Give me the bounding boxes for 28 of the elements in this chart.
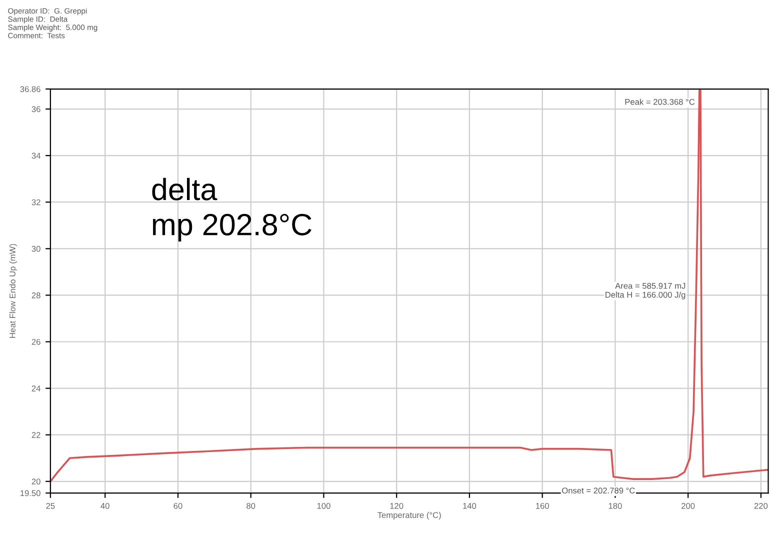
x-tick-label: 180	[608, 502, 622, 509]
y-tick-label: 32	[32, 199, 40, 206]
y-tick-label: 34	[32, 152, 40, 159]
annotation: Area = 585.917 mJ Delta H = 166.000 J/g	[606, 282, 686, 300]
x-tick-label: 60	[174, 502, 182, 509]
annotation: Peak = 203.368 °C	[625, 98, 695, 105]
x-tick-label: 160	[536, 502, 549, 509]
y-tick-label: 28	[32, 292, 40, 298]
y-tick-label: 19.50	[20, 490, 40, 496]
x-tick-label: 25	[46, 502, 55, 509]
x-tick-label: 140	[463, 502, 476, 509]
y-tick-label: 24	[32, 386, 40, 392]
y-tick-label: 36.86	[20, 86, 40, 92]
y-tick-label: 20	[32, 478, 40, 484]
text: delta mp 202.8°C	[152, 178, 312, 242]
annotation: Onset = 202.789 °C	[562, 488, 635, 494]
x-axis-title: Temperature (°C)	[378, 512, 441, 520]
x-tick-label: 220	[754, 502, 768, 509]
y-tick-label: 30	[32, 246, 40, 252]
y-axis-title: Heat Flow Endo Up (mW)	[9, 244, 18, 338]
y-tick-label: 36	[32, 106, 40, 112]
x-tick-label: 120	[390, 502, 404, 509]
x-tick-label: 80	[246, 502, 256, 509]
x-tick-label: 40	[100, 502, 110, 509]
y-tick-label: 22	[32, 432, 40, 438]
x-tick-label: 100	[317, 502, 330, 509]
x-tick-label: 200	[682, 502, 695, 509]
y-tick-label: 26	[32, 338, 40, 345]
